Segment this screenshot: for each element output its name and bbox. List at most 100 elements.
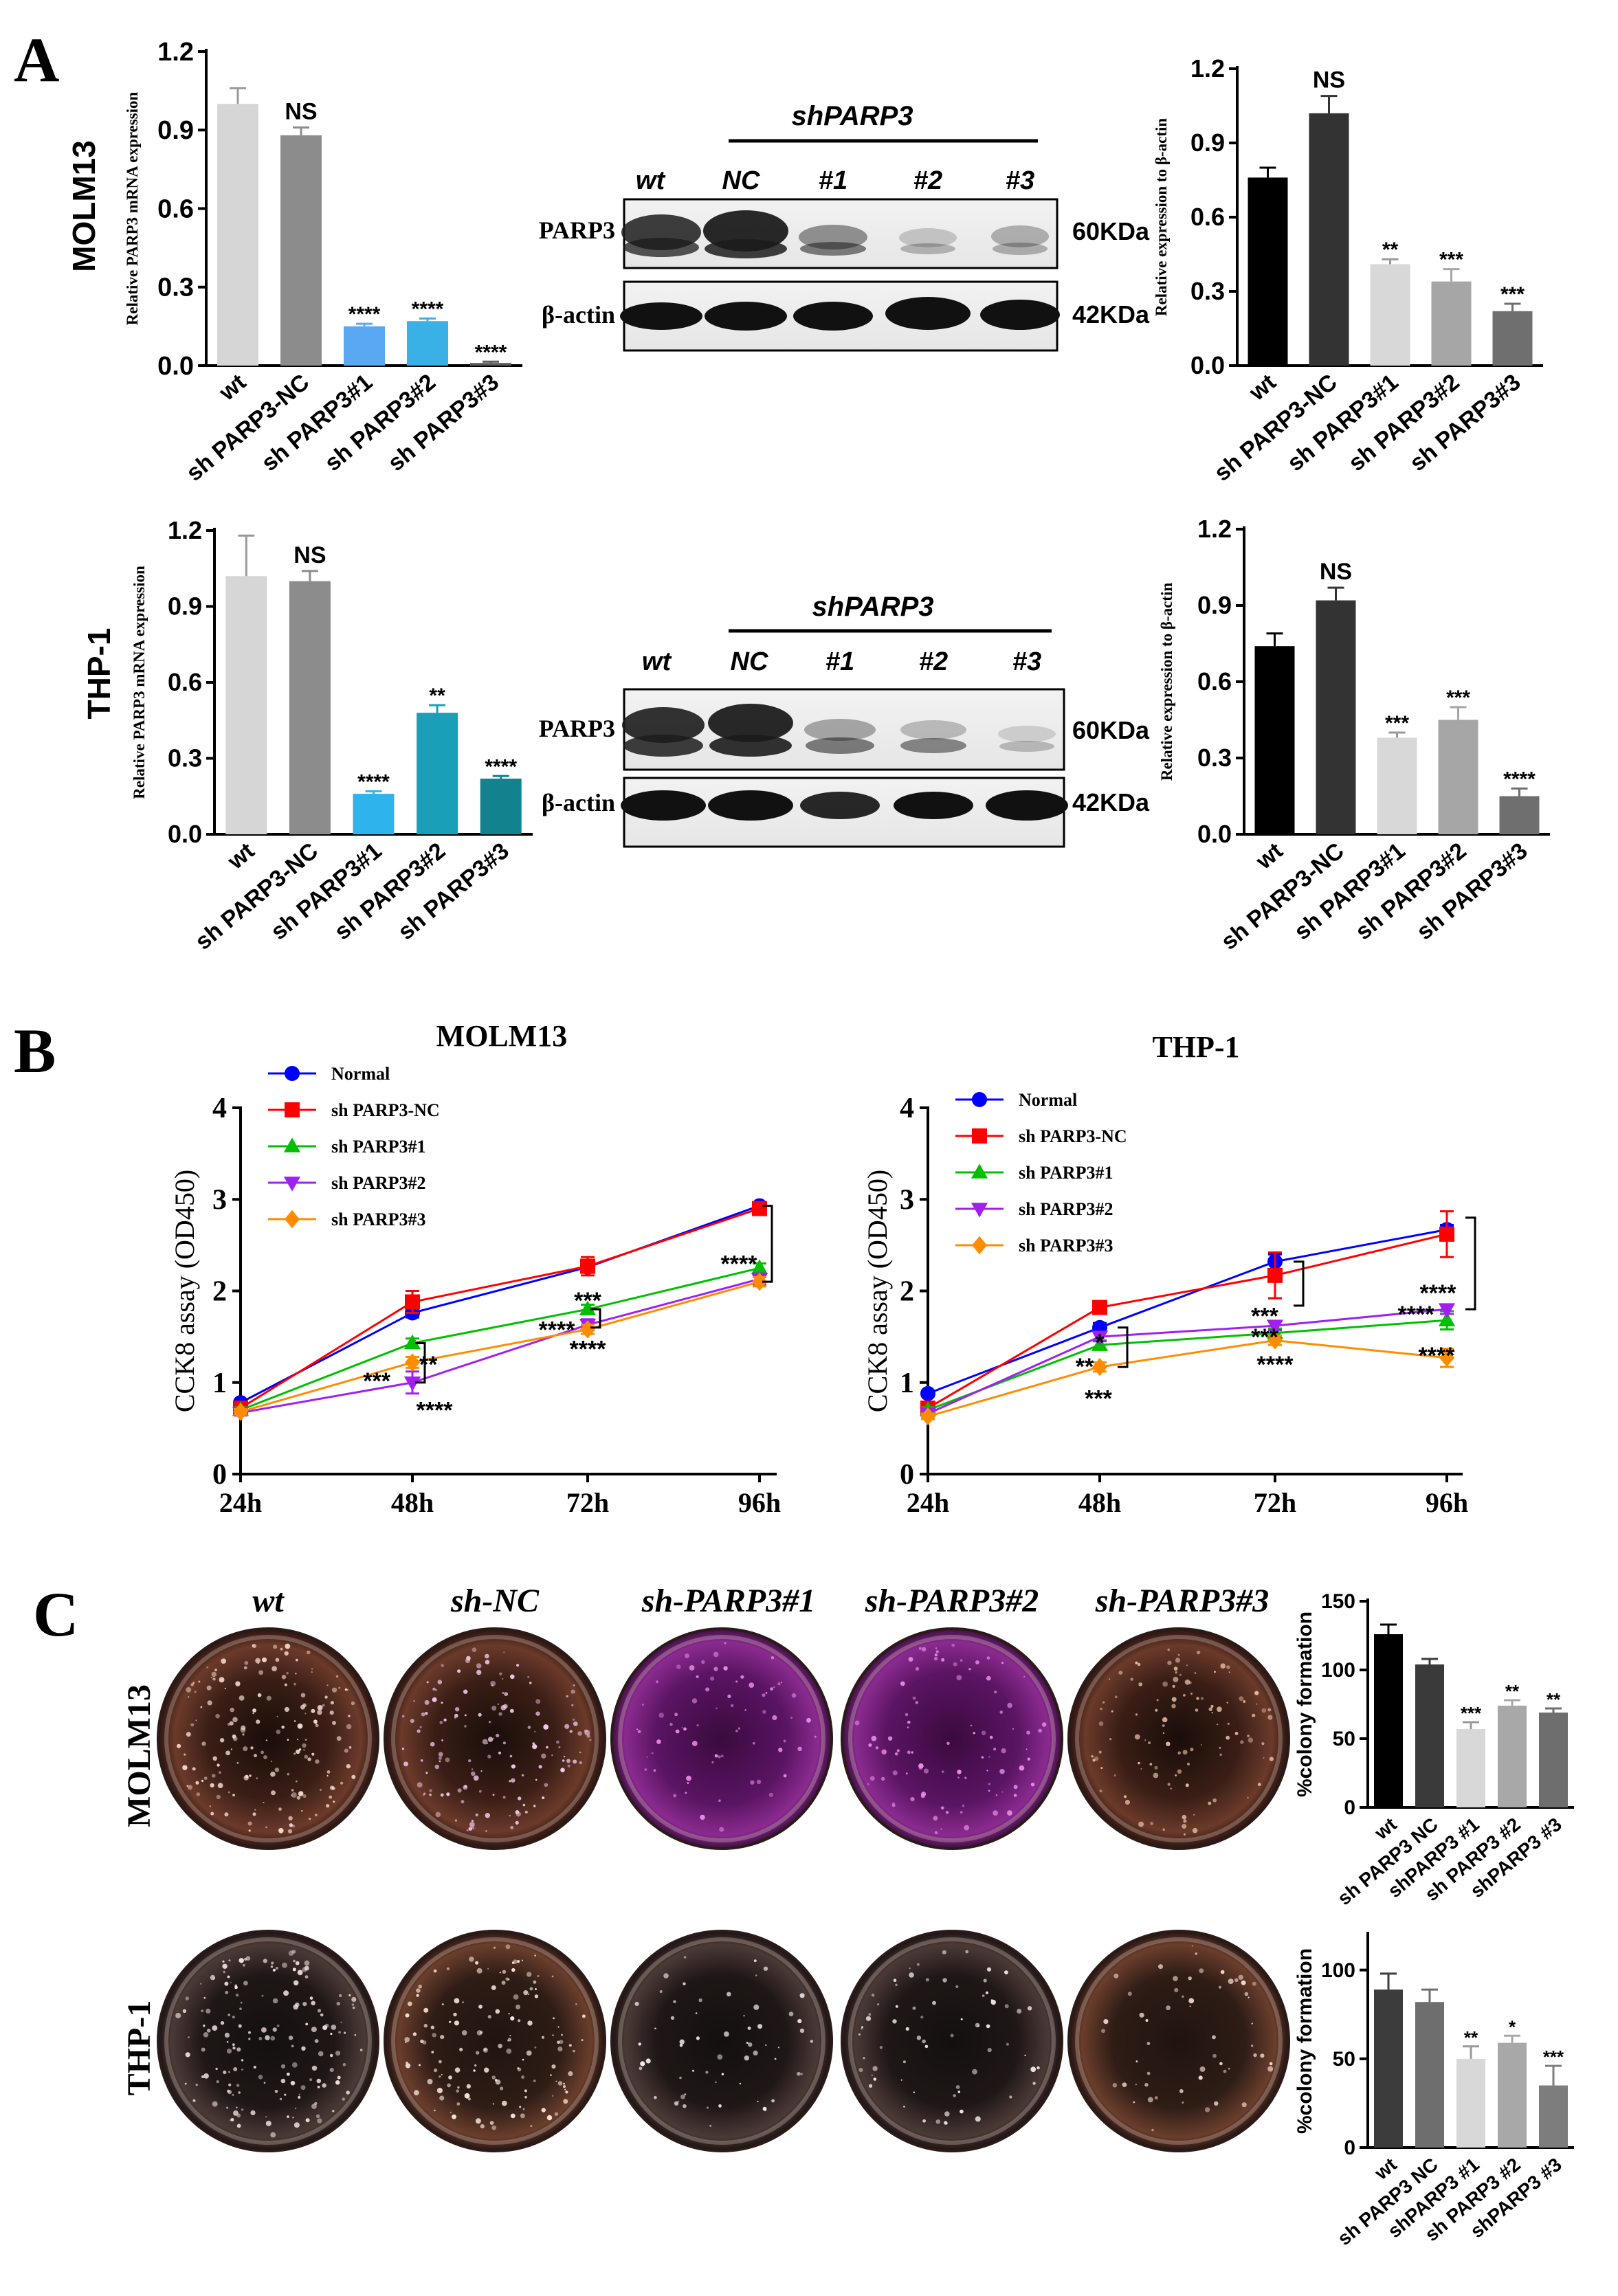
significance-label: ** — [1076, 1354, 1094, 1380]
colony-spot — [1171, 1704, 1176, 1708]
series-line-4 — [240, 1278, 760, 1414]
colony-spot — [219, 1677, 225, 1683]
colony-spot — [1241, 1980, 1246, 1985]
plate-well — [841, 1627, 1063, 1850]
colony-spot — [492, 1794, 495, 1796]
colony-spot — [1214, 2101, 1219, 2106]
colony-spot — [673, 1794, 677, 1798]
colony-spot — [265, 1739, 267, 1741]
colony-spot — [304, 1960, 310, 1966]
colony-spot — [559, 2040, 564, 2044]
colony-spot — [1247, 1735, 1250, 1737]
colony-spot — [810, 2040, 814, 2043]
colony-spot — [1150, 1821, 1154, 1825]
colony-spot — [224, 1981, 229, 1986]
colony-spot — [533, 2080, 536, 2082]
colony-spot — [546, 1746, 548, 1749]
colony-spot — [1252, 1713, 1256, 1717]
blot-kda-60: 60KDa — [1072, 217, 1150, 245]
significance-label: **** — [1398, 1302, 1435, 1328]
y-tick-label: 0.9 — [1190, 129, 1225, 157]
significance-label: *** — [1543, 2047, 1564, 2067]
colony-spot — [1220, 1663, 1226, 1669]
colony-spot — [1175, 1658, 1181, 1663]
colony-spot — [1024, 2054, 1026, 2056]
colony-spot — [717, 2054, 723, 2060]
colony-spot — [982, 1994, 985, 1997]
colony-spot — [315, 1759, 320, 1764]
colony-spot — [987, 2048, 992, 2053]
colony-spot — [1173, 1676, 1179, 1682]
colony-spot — [332, 2110, 335, 2113]
colony-spot — [450, 2111, 452, 2114]
colony-spot — [493, 1737, 495, 1739]
colony-spot — [1146, 2071, 1151, 2075]
colony-spot — [1038, 1728, 1042, 1733]
colony-spot — [483, 2048, 487, 2051]
colony-spot — [188, 1696, 190, 1698]
colony-spot — [521, 1774, 524, 1776]
colony-spot — [858, 2068, 863, 2073]
colony-spot — [236, 2106, 238, 2109]
legend-label: sh PARP3#2 — [1019, 1199, 1113, 1219]
colony-spot — [683, 1727, 687, 1731]
colony-spot — [352, 2006, 355, 2009]
colony-spot — [953, 2094, 956, 2097]
y-tick-label: 0.9 — [168, 592, 202, 621]
colony-spot — [188, 2036, 190, 2038]
colony-spot — [404, 2037, 410, 2042]
colony-spot — [762, 1693, 766, 1697]
colony-spot — [1147, 2097, 1153, 2103]
colony-spot — [511, 1764, 516, 1769]
colony-spot — [551, 2064, 556, 2069]
colony-spot — [656, 1739, 661, 1744]
colony-spot — [1228, 1671, 1230, 1673]
colony-spot — [506, 2048, 512, 2054]
colony-spot — [744, 2055, 750, 2061]
colony-spot — [282, 1962, 287, 1968]
y-tick-label: 1.2 — [1197, 515, 1232, 543]
colony-spot — [492, 2103, 494, 2105]
series-line-5 — [240, 1280, 760, 1413]
colony-spot — [195, 2084, 198, 2086]
colony-spot — [960, 1659, 963, 1662]
colony-spot — [333, 1801, 335, 1803]
colony-spot — [562, 1759, 565, 1762]
colony-spot — [212, 1678, 216, 1681]
colony-spot — [230, 1981, 232, 1983]
series-line-1 — [927, 1228, 1448, 1395]
colony-spot — [288, 2036, 293, 2040]
colony-spot — [261, 1994, 264, 1997]
colony-spot — [1240, 1740, 1244, 1744]
colony-spot — [1267, 1708, 1272, 1712]
plate-row-label-molm13: MOLM13 — [121, 1684, 157, 1827]
colony-spot — [1194, 1672, 1197, 1674]
colony-spot — [342, 2097, 346, 2101]
colony-spot — [417, 1782, 423, 1788]
colony-spot — [464, 1725, 467, 1728]
colony-spot — [265, 2116, 267, 2118]
colony-spot — [212, 1756, 217, 1761]
lane-label-wt: wt — [642, 647, 672, 676]
colony-spot — [424, 1699, 430, 1705]
colony-spot — [541, 2108, 546, 2113]
colony-spot — [293, 1682, 296, 1686]
colony-spot — [1098, 1721, 1104, 1726]
culture-plate — [610, 1930, 833, 2152]
y-axis-label: %colony formation — [1294, 1612, 1316, 1797]
category-label: wt — [1370, 1814, 1401, 1844]
bar-1 — [1248, 177, 1288, 366]
colony-spot — [1210, 1704, 1214, 1708]
colony-spot — [945, 2122, 948, 2125]
colony-spot — [271, 1666, 277, 1672]
colony-spot — [521, 2075, 525, 2079]
colony-spot — [320, 2013, 324, 2017]
colony-spot — [986, 1675, 991, 1681]
colony-spot — [203, 2025, 206, 2027]
legend-marker — [285, 1210, 300, 1229]
colony-spot — [932, 2000, 936, 2005]
colony-spot — [1177, 1653, 1180, 1656]
colony-spot — [1220, 1970, 1225, 1974]
y-tick-label: 2 — [900, 1276, 914, 1308]
colony-spot — [740, 1675, 744, 1679]
